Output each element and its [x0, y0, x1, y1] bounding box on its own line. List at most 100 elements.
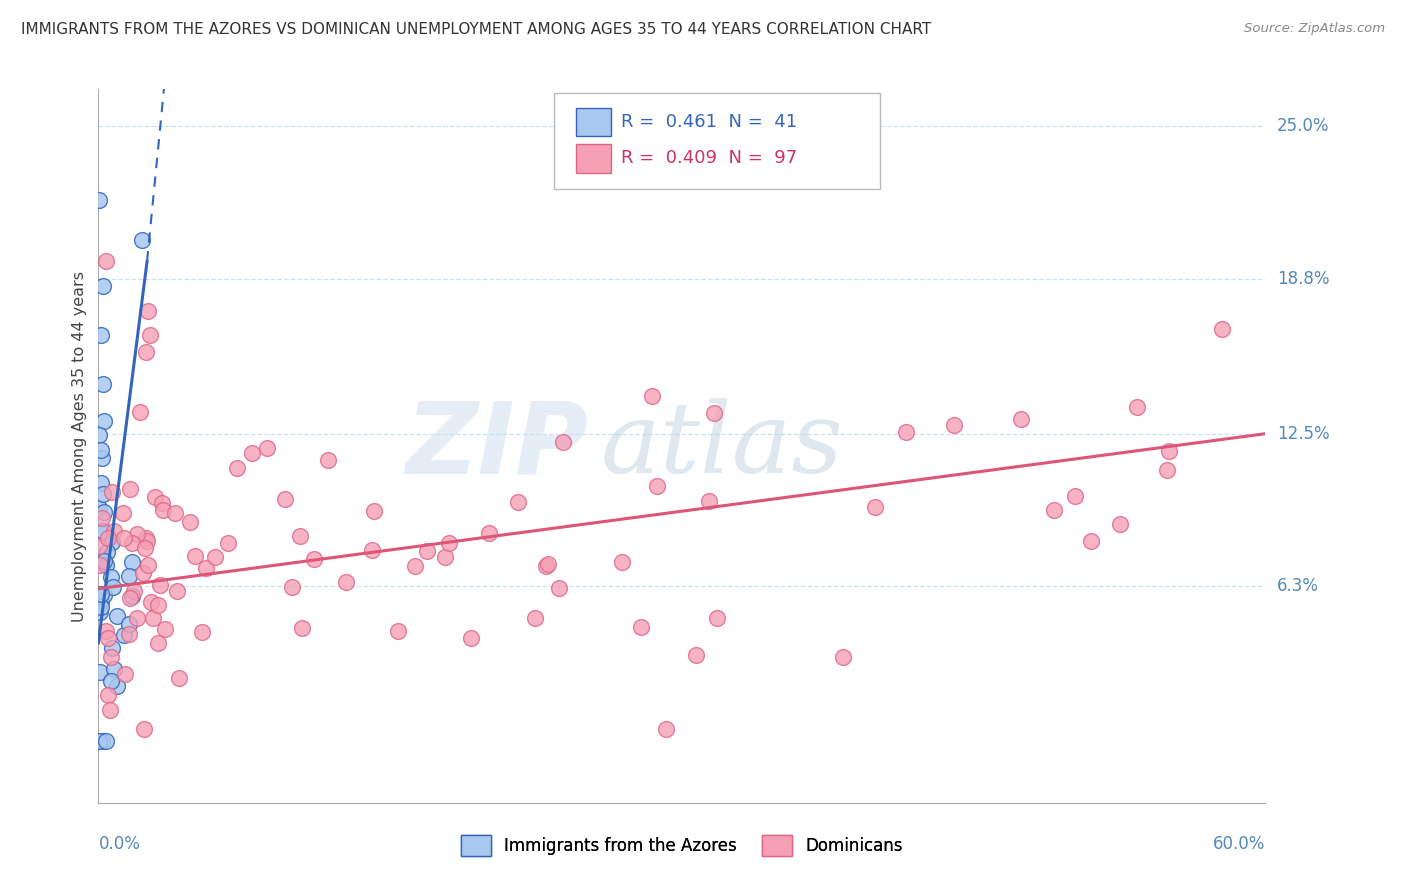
Point	[131, 233, 153, 247]
Point	[524, 611, 547, 625]
Point	[226, 460, 249, 475]
Point	[361, 542, 384, 557]
Point	[101, 484, 124, 499]
Point	[1042, 503, 1064, 517]
Point	[184, 549, 207, 563]
Point	[195, 561, 218, 575]
Point	[155, 622, 177, 636]
Point	[135, 345, 157, 359]
Point	[91, 524, 114, 539]
Point	[641, 389, 664, 403]
Point	[90, 587, 112, 601]
Point	[90, 549, 112, 564]
Point	[536, 557, 558, 571]
Point	[94, 624, 117, 638]
Y-axis label: Unemployment Among Ages 35 to 44 years: Unemployment Among Ages 35 to 44 years	[72, 270, 87, 622]
Text: Source: ZipAtlas.com: Source: ZipAtlas.com	[1244, 22, 1385, 36]
Point	[90, 443, 112, 458]
Text: R =  0.461  N =  41: R = 0.461 N = 41	[621, 113, 797, 131]
Text: 6.3%: 6.3%	[1277, 577, 1319, 595]
Point	[94, 558, 117, 572]
Point	[89, 525, 111, 540]
Point	[316, 452, 339, 467]
Point	[460, 631, 482, 645]
Point	[274, 491, 297, 506]
Point	[125, 526, 148, 541]
Point	[89, 665, 111, 679]
Point	[121, 555, 143, 569]
Point	[142, 610, 165, 624]
Text: IMMIGRANTS FROM THE AZORES VS DOMINICAN UNEMPLOYMENT AMONG AGES 35 TO 44 YEARS C: IMMIGRANTS FROM THE AZORES VS DOMINICAN …	[21, 22, 931, 37]
Point	[112, 531, 135, 545]
Point	[103, 524, 125, 538]
FancyBboxPatch shape	[554, 93, 880, 189]
Point	[87, 193, 110, 207]
Point	[132, 722, 155, 736]
Point	[121, 536, 143, 550]
Point	[90, 511, 112, 525]
Point	[1126, 400, 1149, 414]
Point	[93, 554, 115, 568]
Point	[1156, 463, 1178, 477]
Point	[204, 549, 226, 564]
Point	[387, 624, 409, 638]
Point	[100, 570, 122, 584]
Text: ZIP: ZIP	[405, 398, 589, 494]
Point	[90, 451, 112, 466]
Point	[91, 279, 114, 293]
Text: 60.0%: 60.0%	[1213, 835, 1265, 853]
Point	[117, 568, 139, 582]
Point	[94, 254, 117, 268]
Point	[166, 584, 188, 599]
Point	[87, 539, 110, 553]
Point	[478, 525, 501, 540]
Point	[256, 441, 278, 455]
Point	[240, 445, 263, 459]
Point	[703, 407, 725, 421]
Point	[363, 504, 385, 518]
Point	[103, 580, 125, 594]
Point	[534, 558, 557, 573]
Point	[291, 621, 314, 635]
Point	[1211, 322, 1233, 336]
Point	[150, 496, 173, 510]
Point	[167, 671, 190, 685]
Point	[118, 483, 141, 497]
Point	[179, 516, 201, 530]
Point	[100, 650, 122, 665]
Point	[93, 588, 115, 602]
Point	[91, 487, 114, 501]
Point	[831, 650, 853, 665]
Point	[87, 428, 110, 442]
Point	[134, 541, 156, 556]
Point	[217, 536, 239, 550]
FancyBboxPatch shape	[575, 108, 610, 136]
Point	[93, 414, 115, 428]
Point	[100, 673, 122, 688]
Point	[148, 598, 170, 612]
Point	[165, 506, 187, 520]
Point	[122, 583, 145, 598]
Point	[437, 536, 460, 550]
Point	[152, 503, 174, 517]
Point	[685, 648, 707, 662]
Point	[129, 405, 152, 419]
Point	[97, 689, 120, 703]
Point	[135, 531, 157, 545]
Point	[553, 434, 575, 449]
Point	[288, 529, 311, 543]
Point	[415, 544, 437, 558]
FancyBboxPatch shape	[575, 144, 610, 172]
Point	[112, 628, 135, 642]
Point	[105, 679, 128, 693]
Point	[120, 591, 142, 606]
Point	[90, 475, 112, 490]
Point	[90, 595, 112, 609]
Point	[90, 328, 112, 343]
Point	[942, 417, 965, 432]
Point	[191, 624, 214, 639]
Point	[100, 640, 122, 655]
Point	[135, 534, 157, 549]
Point	[146, 636, 169, 650]
Point	[127, 611, 149, 625]
